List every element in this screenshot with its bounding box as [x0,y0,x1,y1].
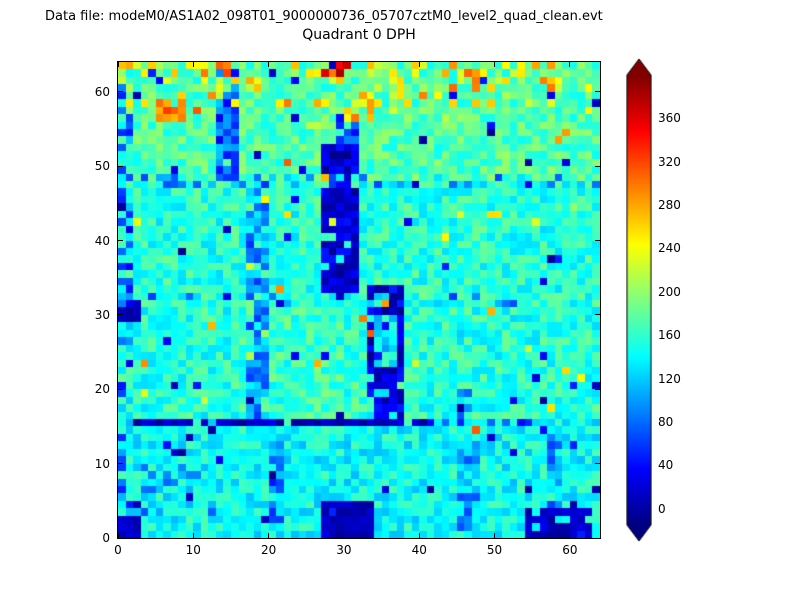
y-tick-mark [595,91,600,93]
colorbar-tick-label: 240 [658,241,681,256]
y-axis-tick-label: 20 [94,382,110,397]
y-tick-mark [595,314,600,316]
x-tick-mark [343,533,345,538]
x-tick-mark [494,533,496,538]
y-axis-tick-label: 10 [94,456,110,471]
y-tick-mark [118,388,123,390]
colorbar-tick-label: 40 [658,458,674,473]
x-tick-mark [418,533,420,538]
colorbar-tick-label: 320 [658,154,681,169]
x-tick-mark [418,62,420,67]
y-axis-tick-label: 30 [94,307,110,322]
y-tick-mark [595,463,600,465]
x-axis-tick-label: 30 [336,543,352,557]
y-tick-mark [118,165,123,167]
y-tick-mark [118,314,123,316]
x-axis-tick-label: 10 [185,543,201,557]
y-tick-mark [595,240,600,241]
x-tick-mark [494,62,496,67]
colorbar-tick-label: 120 [658,371,681,386]
heatmap-canvas [118,62,600,538]
colorbar-tick-label: 200 [658,284,681,299]
colorbar-tick-label: 0 [658,501,666,516]
x-axis-tick-label: 20 [260,543,277,557]
x-axis-tick-label: 0 [114,543,122,557]
x-tick-mark [192,533,194,538]
x-tick-mark [117,533,119,538]
y-axis-tick-label: 50 [94,159,110,174]
x-tick-mark [117,62,119,67]
colorbar-tick-label: 360 [658,111,681,126]
x-tick-mark [569,62,571,67]
y-axis-tick-label: 60 [94,84,110,99]
colorbar [626,58,652,542]
x-tick-mark [569,533,571,538]
x-tick-mark [268,62,270,67]
chart-title: Quadrant 0 DPH [302,27,416,43]
datafile-label: Data file: modeM0/AS1A02_098T01_90000007… [45,9,603,24]
y-axis-tick-label: 40 [94,233,110,248]
x-axis-tick-label: 60 [562,543,578,557]
heatmap-plot-area [117,61,601,539]
colorbar-tick-label: 280 [658,198,681,213]
y-tick-mark [118,240,123,241]
x-axis-tick-label: 50 [486,543,503,557]
x-tick-mark [268,533,270,538]
y-tick-mark [118,91,123,93]
y-axis-tick-label: 0 [102,531,110,545]
y-tick-mark [118,537,123,539]
x-tick-mark [192,62,194,67]
colorbar-tick-label: 80 [658,414,674,429]
y-tick-mark [595,537,600,539]
y-tick-mark [595,388,600,390]
x-tick-mark [343,62,345,67]
y-tick-mark [595,165,600,167]
colorbar-tick-label: 160 [658,328,681,343]
y-tick-mark [118,463,123,465]
x-axis-tick-label: 40 [411,543,427,557]
